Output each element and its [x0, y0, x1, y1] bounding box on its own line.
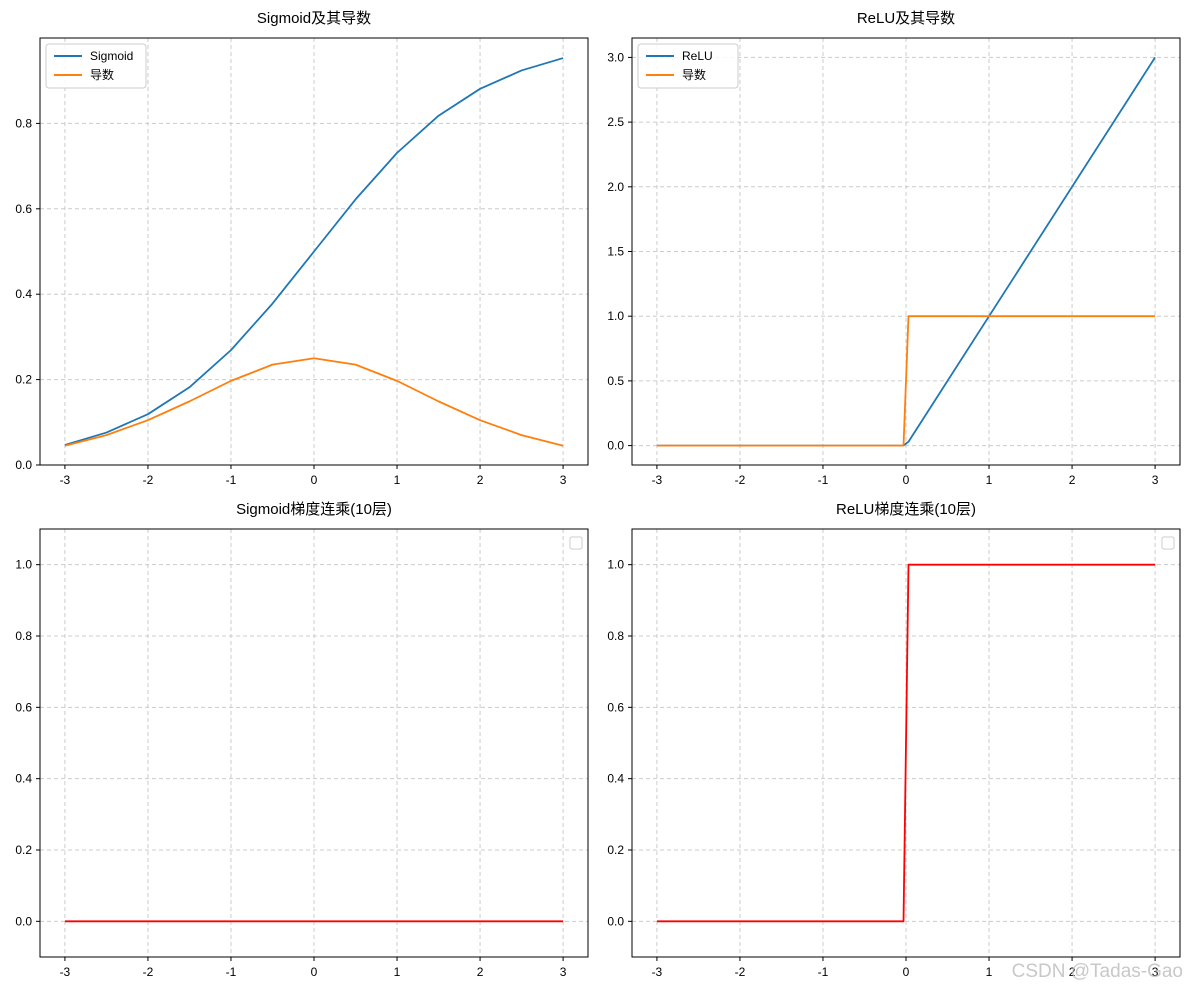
y-tick-label: 0.4 — [15, 772, 32, 786]
y-tick-label: 0.8 — [15, 629, 32, 643]
x-tick-label: 3 — [560, 473, 567, 487]
chart-title: ReLU及其导数 — [857, 10, 955, 27]
y-tick-label: 0.2 — [607, 843, 624, 857]
y-tick-label: 0.4 — [607, 772, 624, 786]
x-tick-label: -2 — [735, 473, 746, 487]
x-tick-label: -2 — [143, 473, 154, 487]
chart-panel-2: -3 -2 -1 0 1 2 3 0.0 0.5 1.0 1.5 2.0 2.5 3.0 ReLU及其导数 R… — [607, 10, 1181, 487]
x-tick-label: -3 — [60, 965, 71, 979]
x-tick-label: 2 — [477, 473, 484, 487]
x-tick-label: 1 — [986, 473, 993, 487]
y-tick-label: 0.6 — [15, 700, 32, 714]
x-tick-label: -1 — [226, 473, 237, 487]
y-tick-label: 0.8 — [15, 116, 32, 130]
chart-title: Sigmoid梯度连乘(10层) — [236, 501, 392, 518]
y-tick-label: 0.2 — [15, 843, 32, 857]
x-tick-label: 3 — [560, 965, 567, 979]
y-tick-label: 2.0 — [607, 180, 624, 194]
chart-panel-4: -3 -2 -1 0 1 2 3 0.0 0.2 0.4 0.6 0.8 1.0 ReLU梯度连乘(10层… — [607, 501, 1181, 979]
legend-box — [1161, 536, 1175, 550]
x-tick-label: 0 — [311, 473, 318, 487]
series-line-2 — [64, 357, 564, 447]
x-tick-label: 2 — [477, 965, 484, 979]
legend-label: Sigmoid — [90, 49, 133, 63]
x-tick-label: -3 — [652, 965, 663, 979]
x-tick-label: 1 — [394, 473, 401, 487]
x-tick-label: 2 — [1069, 473, 1076, 487]
chart-title: ReLU梯度连乘(10层) — [836, 501, 976, 518]
chart-panel-1: -3 -2 -1 0 1 2 3 0.0 0.2 0.4 0.6 0.8 Sigmoid及其导数 Sigm… — [15, 10, 589, 487]
chart-title: Sigmoid及其导数 — [257, 10, 371, 27]
watermark: CSDN @Tadas-Gao — [1011, 961, 1183, 982]
x-tick-label: -2 — [735, 965, 746, 979]
y-tick-label: 0.5 — [607, 374, 624, 388]
y-tick-label: 0.0 — [15, 458, 32, 472]
y-tick-label: 1.5 — [607, 245, 624, 259]
x-tick-label: -1 — [226, 965, 237, 979]
chart-panel-3: -3 -2 -1 0 1 2 3 0.0 0.2 0.4 0.6 0.8 1.0 Sigmoid梯度连乘(… — [15, 501, 589, 979]
y-tick-label: 0.6 — [15, 202, 32, 216]
y-tick-label: 1.0 — [15, 558, 32, 572]
y-tick-label: 0.2 — [15, 373, 32, 387]
y-tick-label: 0.6 — [607, 700, 624, 714]
legend-box — [569, 536, 583, 550]
x-tick-label: 3 — [1152, 473, 1159, 487]
x-tick-label: 0 — [903, 965, 910, 979]
x-tick-label: -1 — [818, 965, 829, 979]
x-tick-label: -3 — [652, 473, 663, 487]
legend-label: 导数 — [682, 67, 706, 82]
x-tick-label: -2 — [143, 965, 154, 979]
x-tick-label: 0 — [903, 473, 910, 487]
y-tick-label: 0.8 — [607, 629, 624, 643]
x-tick-label: 1 — [394, 965, 401, 979]
y-tick-label: 0.0 — [15, 914, 32, 928]
series-line-1 — [64, 57, 564, 446]
legend-label: 导数 — [90, 67, 114, 82]
x-tick-label: -3 — [60, 473, 71, 487]
x-tick-label: 1 — [986, 965, 993, 979]
y-tick-label: 0.4 — [15, 287, 32, 301]
series-line-2 — [656, 315, 1156, 447]
y-tick-label: 0.0 — [607, 914, 624, 928]
x-tick-label: -1 — [818, 473, 829, 487]
x-tick-label: 2 — [1069, 965, 1076, 979]
y-tick-label: 1.0 — [607, 558, 624, 572]
x-tick-label: 0 — [311, 965, 318, 979]
y-tick-label: 3.0 — [607, 50, 624, 64]
legend-label: ReLU — [682, 49, 713, 63]
x-tick-label: 3 — [1152, 965, 1159, 979]
series-line-1 — [656, 563, 1156, 923]
y-tick-label: 1.0 — [607, 309, 624, 323]
y-tick-label: 2.5 — [607, 115, 624, 129]
y-tick-label: 0.0 — [607, 439, 624, 453]
